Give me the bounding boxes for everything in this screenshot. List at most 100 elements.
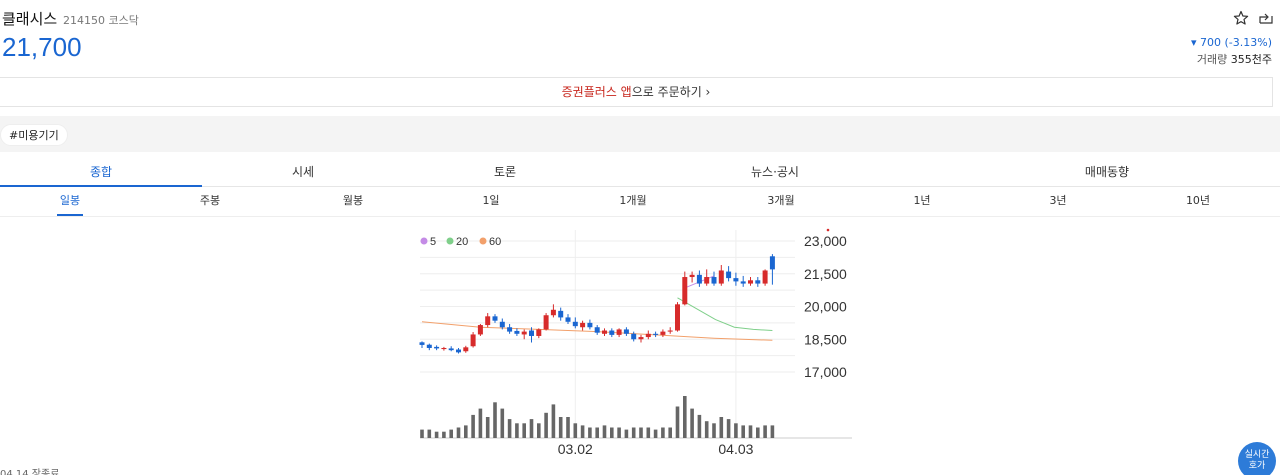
current-price: 21,700: [2, 32, 82, 62]
candle-body: [529, 330, 534, 336]
candle-body: [536, 329, 542, 336]
period-weekly[interactable]: 주봉: [199, 194, 221, 207]
banner-brand: 증권플러스 앱: [561, 85, 632, 99]
candle-body: [755, 280, 761, 284]
legend-label: 20: [456, 236, 468, 248]
y-tick-label: 21,500: [804, 266, 847, 282]
volume-bar: [646, 427, 651, 438]
star-icon[interactable]: [1233, 10, 1249, 26]
volume-bar: [683, 396, 687, 438]
x-tick-label: 04.03: [718, 441, 753, 457]
volume-bar: [726, 419, 731, 438]
y-tick-label: 23,000: [804, 233, 847, 249]
volume-bar: [449, 429, 453, 438]
volume-bar: [602, 425, 607, 438]
volume-bar: [500, 408, 505, 438]
volume-bar: [558, 417, 563, 438]
volume-bar: [763, 425, 767, 438]
candle-body: [507, 327, 513, 332]
candle-body: [456, 349, 461, 353]
candle-body: [631, 333, 637, 340]
volume-bar: [420, 429, 424, 438]
volume-bar: [712, 423, 716, 438]
candle-body: [492, 316, 498, 321]
candle-body: [550, 309, 556, 316]
realtime-line1: 실시간: [1244, 450, 1270, 460]
volume-bar: [690, 408, 694, 438]
volume-bar: [442, 431, 446, 438]
ma20-line: [677, 297, 773, 331]
candle-body: [448, 348, 454, 351]
candle-body: [653, 333, 659, 335]
period-3m[interactable]: 3개월: [767, 194, 795, 207]
volume-bar: [580, 425, 585, 438]
tab-discussion[interactable]: 토론: [493, 165, 517, 179]
tab-trading-trend[interactable]: 매매동향: [1084, 165, 1130, 179]
volume-bar: [675, 406, 680, 438]
volume-bar: [537, 423, 541, 438]
candle-body: [689, 274, 695, 278]
candle-body: [769, 256, 775, 270]
period-1y[interactable]: 1년: [913, 194, 931, 207]
volume-bar: [595, 427, 599, 438]
candle-body: [609, 330, 615, 335]
candle-body: [718, 270, 724, 284]
candle-body: [660, 331, 666, 335]
candle-body: [485, 316, 491, 326]
candle-body: [675, 304, 680, 331]
legend-dot: [479, 237, 487, 245]
candle-body: [594, 327, 600, 333]
candle-body: [762, 270, 768, 284]
marker-dot: [826, 228, 830, 232]
candle-body: [733, 278, 739, 282]
volume-bar: [734, 423, 738, 438]
period-10y[interactable]: 10년: [1185, 194, 1211, 207]
period-1d[interactable]: 1일: [482, 194, 500, 207]
volume-bar: [704, 421, 709, 438]
candle-body: [565, 317, 571, 322]
candle-body: [667, 330, 673, 332]
volume-bar: [485, 417, 490, 438]
volume-bar: [434, 431, 439, 438]
volume-bar: [471, 414, 475, 438]
tab-summary[interactable]: 종합: [0, 157, 202, 187]
volume-label: 거래량: [1196, 53, 1228, 66]
period-daily[interactable]: 일봉: [59, 194, 81, 207]
main-tabs: 종합 시세 토론 뉴스·공시 매매동향: [0, 157, 1280, 187]
legend-label: 5: [430, 236, 436, 248]
candle-body: [726, 271, 732, 279]
volume-bar: [464, 425, 468, 438]
candle-body: [623, 329, 629, 334]
candle-body: [558, 310, 564, 318]
share-icon[interactable]: [1258, 10, 1274, 26]
period-active-underline: [57, 214, 83, 216]
volume-bar: [515, 423, 519, 438]
tag-chip[interactable]: #미용기기: [0, 124, 68, 146]
tab-news[interactable]: 뉴스·공시: [751, 165, 799, 179]
candle-body: [470, 334, 476, 347]
period-3y[interactable]: 3년: [1049, 194, 1067, 207]
legend-dot: [420, 237, 428, 245]
change-amount: ▾ 700: [1190, 36, 1221, 49]
candle-body: [682, 277, 688, 305]
volume-bar: [529, 419, 534, 438]
volume-value: 355천주: [1230, 53, 1272, 66]
period-monthly[interactable]: 월봉: [342, 194, 364, 207]
volume-bar: [719, 417, 724, 438]
candle-body: [638, 337, 644, 340]
candle-body: [704, 277, 710, 284]
realtime-quote-button[interactable]: 실시간 호가: [1238, 442, 1276, 475]
price-change: ▾ 700 (-3.13%): [1191, 36, 1272, 49]
period-1m[interactable]: 1개월: [619, 194, 647, 207]
candle-body: [645, 333, 651, 338]
candle-body: [426, 344, 432, 348]
app-order-banner[interactable]: 증권플러스 앱으로 주문하기 ›: [0, 77, 1273, 107]
tab-price[interactable]: 시세: [291, 165, 315, 179]
volume-bar: [668, 427, 672, 438]
volume-bar: [573, 423, 578, 438]
volume-bar: [748, 425, 753, 438]
y-tick-label: 17,000: [804, 364, 847, 380]
price-chart: 23,000 21,500 20,000 18,500 17,000 5 20 60 03.02…: [0, 220, 1280, 460]
volume-bar: [653, 429, 658, 438]
candle-body: [419, 342, 425, 345]
